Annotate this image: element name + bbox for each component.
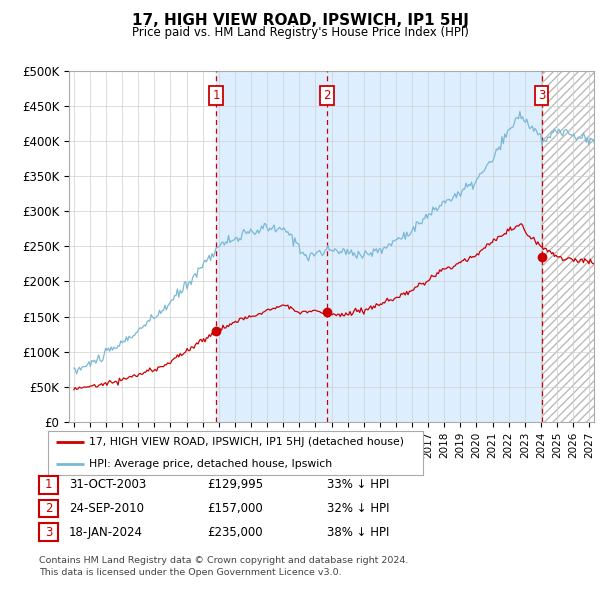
Text: HPI: Average price, detached house, Ipswich: HPI: Average price, detached house, Ipsw… — [89, 459, 332, 469]
Text: 1: 1 — [45, 478, 52, 491]
Text: £157,000: £157,000 — [207, 502, 263, 515]
Text: 24-SEP-2010: 24-SEP-2010 — [69, 502, 144, 515]
Text: 38% ↓ HPI: 38% ↓ HPI — [327, 526, 389, 539]
Text: 33% ↓ HPI: 33% ↓ HPI — [327, 478, 389, 491]
Text: 18-JAN-2024: 18-JAN-2024 — [69, 526, 143, 539]
Bar — [216, 71, 327, 422]
Bar — [542, 71, 597, 422]
Text: Price paid vs. HM Land Registry's House Price Index (HPI): Price paid vs. HM Land Registry's House … — [131, 26, 469, 39]
Text: 3: 3 — [538, 89, 545, 102]
Text: 17, HIGH VIEW ROAD, IPSWICH, IP1 5HJ: 17, HIGH VIEW ROAD, IPSWICH, IP1 5HJ — [131, 13, 469, 28]
Text: 17, HIGH VIEW ROAD, IPSWICH, IP1 5HJ (detached house): 17, HIGH VIEW ROAD, IPSWICH, IP1 5HJ (de… — [89, 437, 404, 447]
Text: 2: 2 — [323, 89, 331, 102]
Text: 3: 3 — [45, 526, 52, 539]
Bar — [327, 71, 542, 422]
Text: 1: 1 — [212, 89, 220, 102]
Text: 31-OCT-2003: 31-OCT-2003 — [69, 478, 146, 491]
Text: Contains HM Land Registry data © Crown copyright and database right 2024.: Contains HM Land Registry data © Crown c… — [39, 556, 409, 565]
Text: This data is licensed under the Open Government Licence v3.0.: This data is licensed under the Open Gov… — [39, 568, 341, 577]
Text: £235,000: £235,000 — [207, 526, 263, 539]
Text: 2: 2 — [45, 502, 52, 515]
Text: 32% ↓ HPI: 32% ↓ HPI — [327, 502, 389, 515]
Text: £129,995: £129,995 — [207, 478, 263, 491]
